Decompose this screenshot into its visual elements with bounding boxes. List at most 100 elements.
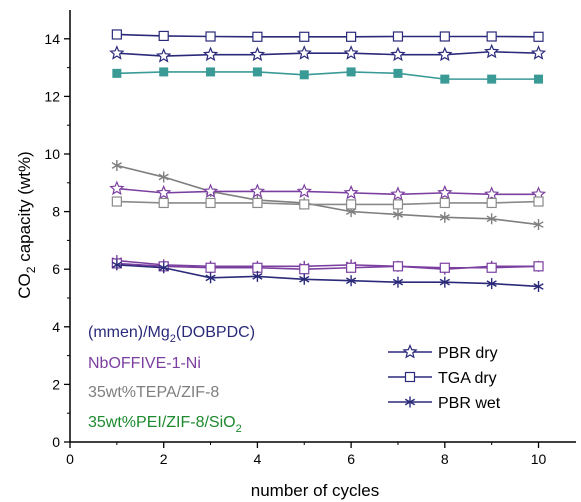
- material-label-text: 35wt%PEI/ZIF-8/SiO: [88, 414, 236, 431]
- marker-asterisk: [111, 259, 122, 271]
- marker-square: [111, 196, 122, 207]
- marker-square: [299, 199, 310, 210]
- marker-star: [109, 45, 125, 60]
- marker-asterisk: [486, 278, 497, 290]
- marker-square: [392, 261, 404, 272]
- x-tick-label: 2: [160, 451, 168, 467]
- marker-asterisk-stroke: [486, 215, 497, 223]
- series-8: [111, 259, 544, 292]
- marker-square: [252, 31, 263, 42]
- marker-star: [156, 48, 172, 63]
- series-6: [111, 255, 544, 275]
- marker-asterisk-stroke: [252, 273, 263, 280]
- marker-asterisk: [299, 273, 310, 285]
- marker-star: [437, 184, 453, 200]
- marker-star: [437, 46, 453, 62]
- marker-square: [486, 31, 497, 42]
- material-label-2: 35wt%TEPA/ZIF-8: [88, 384, 219, 401]
- marker-asterisk: [158, 171, 169, 183]
- marker-square-filled: [159, 67, 169, 77]
- marker-square: [439, 197, 450, 209]
- marker-square: [439, 31, 450, 42]
- marker-asterisk-stroke: [392, 278, 404, 286]
- marker-asterisk: [111, 160, 122, 172]
- legend: PBR dry TGA dry PBR wet: [388, 343, 501, 412]
- y-tick-label: 4: [52, 319, 60, 335]
- marker-asterisk: [486, 213, 497, 225]
- marker-square: [392, 31, 404, 42]
- series-line: [116, 164, 539, 226]
- marker-asterisk: [439, 276, 450, 288]
- y-tick-label: 8: [52, 204, 60, 220]
- marker-asterisk-stroke: [439, 214, 450, 221]
- material-label-sub: 2: [170, 333, 176, 345]
- material-label-text: NbOFFIVE-1-Ni: [88, 355, 201, 372]
- marker-square-filled: [112, 68, 122, 78]
- axes: 0 2 4 6 8 10 0 2 4 6 8 10 12 14: [44, 10, 576, 467]
- marker-asterisk: [158, 262, 169, 274]
- series-line: [116, 200, 539, 206]
- marker-asterisk-stroke: [205, 274, 216, 282]
- series-layer: [109, 29, 547, 292]
- marker-asterisk-stroke: [439, 278, 450, 286]
- marker-asterisk: [252, 270, 263, 282]
- marker-square: [252, 197, 263, 209]
- marker-star: [402, 343, 418, 359]
- marker-star: [202, 183, 219, 198]
- marker-square: [205, 31, 216, 42]
- series-line: [116, 262, 539, 271]
- series-2: [112, 67, 544, 84]
- marker-star: [249, 46, 266, 62]
- marker-square: [533, 261, 544, 272]
- marker-square: [158, 30, 169, 42]
- marker-star: [483, 43, 500, 59]
- marker-star: [390, 46, 406, 62]
- x-tick-label: 8: [441, 451, 449, 467]
- y-axis-title-sub: 2: [24, 266, 38, 273]
- marker-asterisk: [404, 396, 416, 408]
- material-label-3: 35wt%PEI/ZIF-8/SiO2: [88, 414, 242, 435]
- series-line: [116, 33, 539, 38]
- marker-square: [111, 29, 122, 40]
- marker-asterisk-stroke: [533, 283, 544, 290]
- marker-asterisk-stroke: [392, 211, 404, 218]
- marker-square: [533, 31, 544, 42]
- marker-square-filled: [346, 67, 356, 77]
- marker-asterisk: [392, 276, 404, 288]
- marker-asterisk-stroke: [404, 398, 416, 406]
- legend-item-1: TGA dry: [388, 370, 497, 387]
- material-label-after: (DOBPDC): [176, 324, 255, 341]
- y-tick-label: 6: [52, 261, 60, 277]
- marker-star: [343, 45, 359, 60]
- x-tick-label: 10: [531, 451, 547, 467]
- y-tick-label: 14: [44, 31, 60, 47]
- material-label-text: (mmen)/Mg: [88, 324, 170, 341]
- legend-item-0: PBR dry: [388, 343, 498, 362]
- marker-asterisk-stroke: [345, 208, 357, 215]
- series-line: [116, 71, 539, 80]
- y-tick-label: 10: [44, 146, 60, 162]
- marker-square: [299, 264, 310, 275]
- material-label-1: NbOFFIVE-1-Ni: [88, 355, 201, 372]
- series-line: [116, 264, 539, 288]
- marker-square: [486, 262, 497, 273]
- marker-square-filled: [393, 68, 403, 78]
- x-axis-title: number of cycles: [251, 481, 380, 500]
- marker-square: [533, 196, 544, 207]
- marker-star: [296, 183, 312, 198]
- marker-star: [202, 46, 219, 62]
- x-tick-label: 4: [254, 451, 262, 467]
- series-5: [111, 196, 544, 210]
- material-label-sub: 2: [236, 423, 242, 435]
- marker-square: [158, 197, 169, 209]
- y-tick-label: 0: [52, 434, 60, 450]
- series-line: [116, 187, 539, 196]
- marker-asterisk-stroke: [111, 162, 122, 169]
- marker-square: [439, 262, 450, 273]
- marker-square: [346, 262, 357, 273]
- series-line: [116, 50, 539, 57]
- marker-asterisk: [533, 280, 544, 292]
- marker-asterisk-stroke: [345, 277, 357, 285]
- marker-square: [486, 197, 497, 209]
